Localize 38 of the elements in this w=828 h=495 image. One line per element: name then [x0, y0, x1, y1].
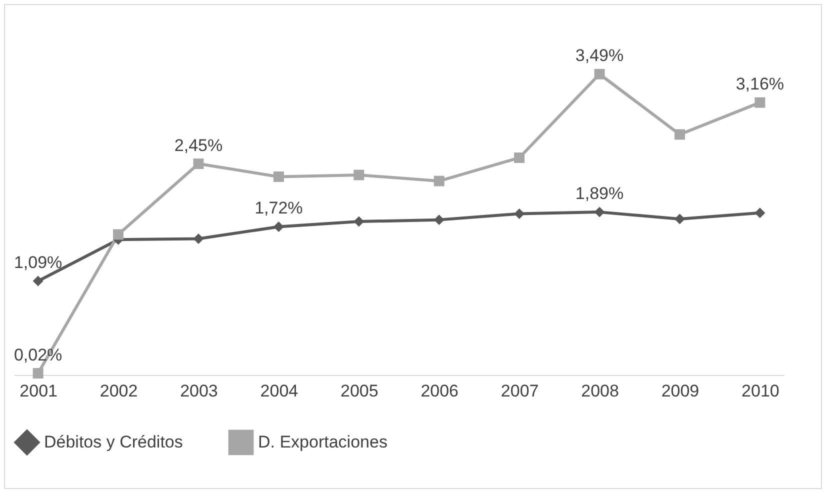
- point: [434, 214, 444, 226]
- x-tick-label: 2003: [180, 382, 218, 400]
- point: [754, 208, 766, 218]
- point: [594, 206, 605, 218]
- x-tick-label: 2004: [260, 382, 298, 400]
- x-tick-label: 2002: [100, 382, 138, 400]
- point: [514, 152, 525, 163]
- data-label: 3,49%: [575, 46, 624, 66]
- x-tick-label: 2005: [340, 382, 378, 400]
- point: [674, 214, 685, 224]
- legend-label: Débitos y Créditos: [44, 432, 183, 452]
- x-tick-label: 2009: [661, 382, 700, 400]
- x-tick-label: 2008: [581, 382, 619, 400]
- data-label: 1,89%: [575, 184, 624, 204]
- point: [32, 276, 44, 286]
- data-label: 3,16%: [736, 74, 784, 94]
- point: [754, 97, 766, 108]
- x-tick-label: 2006: [420, 382, 459, 400]
- point: [32, 368, 44, 379]
- data-label: 2,45%: [174, 136, 223, 155]
- point: [434, 176, 444, 186]
- legend-label: D. Exportaciones: [258, 432, 388, 452]
- point: [594, 68, 605, 80]
- point: [354, 170, 364, 180]
- x-tick-label: 2001: [20, 382, 58, 400]
- x-tick-label: 2010: [742, 382, 780, 400]
- point: [354, 216, 364, 227]
- point: [273, 171, 284, 182]
- point: [674, 129, 685, 140]
- point: [113, 229, 124, 240]
- x-tick-label: 2007: [500, 382, 539, 400]
- data-label: 0,02%: [14, 345, 62, 364]
- point: [273, 221, 284, 232]
- data-label: 1,09%: [14, 253, 62, 272]
- data-label: 1,72%: [254, 198, 303, 218]
- point: [193, 158, 204, 170]
- point: [193, 234, 204, 244]
- point: [514, 208, 525, 220]
